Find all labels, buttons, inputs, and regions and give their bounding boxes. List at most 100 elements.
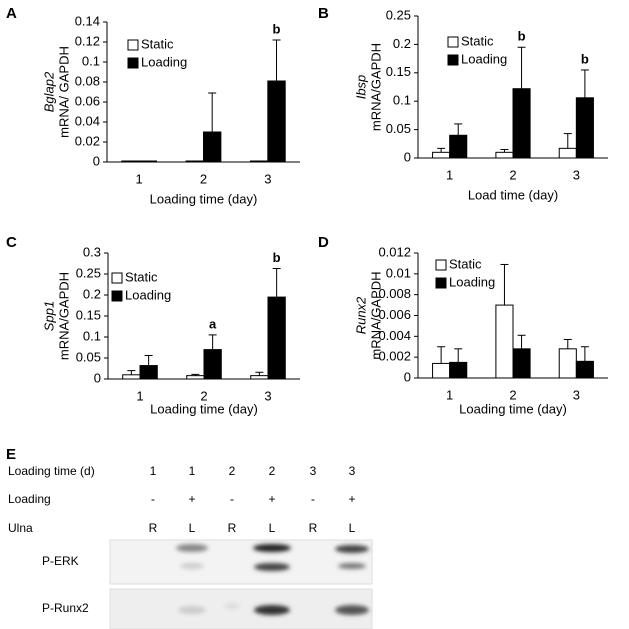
y-tick-label: 0.08: [75, 73, 100, 88]
blot-lane-label: R: [228, 521, 237, 535]
error-bar: [255, 371, 264, 376]
blot-row-label: Loading: [8, 492, 51, 506]
y-tick-label: 0.012: [378, 244, 411, 259]
legend-label: Static: [125, 269, 158, 284]
y-tick-label: 0.1: [82, 53, 100, 68]
y-tick-label: 0.02: [75, 133, 100, 148]
blot-lane-label: -: [230, 492, 234, 506]
bar: [203, 131, 222, 163]
bar: [449, 134, 468, 159]
y-axis-label: Runx2: [353, 296, 368, 334]
x-tick-label: 2: [200, 388, 207, 403]
blot-lane-label: +: [348, 492, 355, 506]
y-tick-label: 0.002: [378, 349, 411, 364]
significance-letter: b: [581, 51, 589, 66]
y-tick-label: 0.1: [393, 93, 411, 108]
y-tick-label: 0.12: [75, 33, 100, 48]
y-tick-label: 0.14: [75, 13, 100, 28]
blot-row-label: Ulna: [8, 521, 33, 535]
panel-letter: B: [318, 5, 329, 22]
blot-row-label: Loading time (d): [8, 464, 95, 478]
y-tick-label: 0.15: [386, 64, 411, 79]
x-tick-label: 3: [264, 388, 271, 403]
blot-lane-label: R: [309, 521, 318, 535]
error-bar: [437, 346, 446, 364]
legend-label: Loading: [141, 54, 187, 69]
y-axis-label: mRNA/GAPDH: [56, 272, 71, 360]
y-tick-label: 0.2: [83, 286, 101, 301]
error-bar: [208, 92, 217, 132]
error-bar: [517, 334, 526, 349]
y-tick-label: 0: [404, 369, 411, 384]
x-tick-label: 1: [446, 167, 453, 182]
blot-lane-label: 1: [150, 464, 157, 478]
error-bar: [127, 370, 136, 375]
blot-lane-label: -: [151, 492, 155, 506]
bar: [122, 374, 141, 380]
legend-swatch: [447, 36, 459, 48]
x-tick-label: 1: [446, 387, 453, 402]
error-bar: [500, 263, 509, 306]
error-bar: [144, 354, 153, 366]
error-bar: [563, 338, 572, 349]
x-axis-label: Loading time (day): [150, 191, 258, 206]
y-axis-label: Bglap2: [41, 71, 56, 112]
x-axis-label: Loading time (day): [150, 401, 258, 416]
y-tick-label: 0.004: [378, 328, 411, 343]
blot-lane-label: L: [269, 521, 276, 535]
bar: [495, 304, 514, 379]
bar: [432, 151, 451, 159]
x-axis-label: Loading time (day): [459, 401, 567, 416]
y-tick-label: 0.15: [76, 307, 101, 322]
panel-letter: C: [6, 234, 17, 251]
y-axis-label: Spp1: [41, 301, 56, 331]
blot-lane-label: 3: [310, 464, 317, 478]
y-tick-label: 0.2: [393, 36, 411, 51]
legend-swatch: [447, 54, 459, 66]
x-tick-label: 2: [509, 167, 516, 182]
bar: [449, 361, 468, 379]
significance-letter: b: [273, 250, 281, 265]
x-tick-label: 1: [136, 388, 143, 403]
error-bar: [272, 268, 281, 298]
western-blot-panel: E: [6, 446, 373, 629]
y-tick-label: 0.05: [386, 121, 411, 136]
blot-lane-label: 3: [349, 464, 356, 478]
y-axis-label: mRNA/GAPDH: [368, 43, 383, 131]
error-bar: [272, 39, 281, 81]
y-tick-label: 0.01: [386, 265, 411, 280]
blot-lane-label: +: [188, 492, 195, 506]
legend-label: Loading: [461, 51, 507, 66]
error-bar: [437, 147, 446, 153]
bar: [186, 375, 205, 380]
error-bar: [517, 46, 526, 89]
significance-letter: b: [518, 29, 526, 44]
bar: [432, 362, 451, 379]
bar: [558, 348, 577, 379]
panel-letter: D: [318, 234, 329, 251]
y-tick-label: 0: [404, 149, 411, 164]
significance-letter: b: [273, 21, 281, 36]
x-tick-label: 3: [264, 171, 271, 186]
error-bar: [563, 133, 572, 149]
blot-lane-label: L: [189, 521, 196, 535]
x-tick-label: 2: [200, 171, 207, 186]
legend-swatch: [111, 272, 123, 284]
y-tick-label: 0.3: [83, 244, 101, 259]
legend-label: Static: [461, 33, 494, 48]
legend-swatch: [435, 277, 447, 289]
blot-lane-label: 1: [189, 464, 196, 478]
x-tick-label: 3: [573, 167, 580, 182]
blot-lane-label: R: [149, 521, 158, 535]
blot-image: [109, 588, 373, 629]
significance-letter: a: [209, 316, 217, 331]
bar: [558, 147, 577, 159]
blot-image: [109, 539, 373, 585]
error-bar: [580, 69, 589, 98]
bar: [495, 151, 514, 159]
bar: [267, 296, 286, 380]
y-tick-label: 0.006: [378, 307, 411, 322]
bar: [575, 97, 594, 159]
bar: [575, 360, 594, 379]
bar: [139, 365, 158, 380]
